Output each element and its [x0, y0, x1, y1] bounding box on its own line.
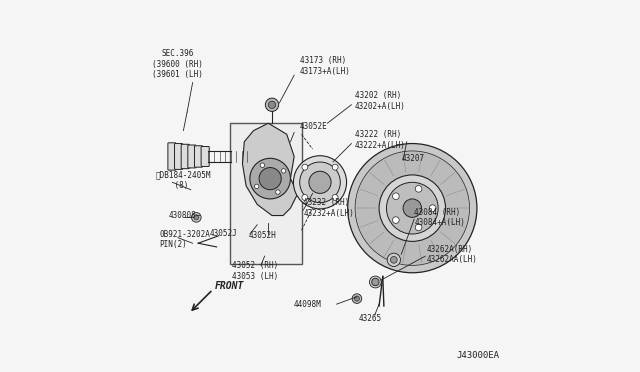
- Text: 43052J: 43052J: [209, 230, 237, 238]
- Circle shape: [379, 175, 445, 241]
- Circle shape: [191, 212, 201, 222]
- Circle shape: [302, 164, 308, 170]
- Circle shape: [415, 186, 422, 192]
- Circle shape: [332, 164, 338, 170]
- Circle shape: [309, 171, 331, 193]
- Circle shape: [276, 190, 280, 194]
- FancyBboxPatch shape: [240, 147, 245, 166]
- Circle shape: [348, 144, 477, 273]
- Circle shape: [352, 294, 362, 304]
- Circle shape: [194, 215, 199, 220]
- Text: FRONT: FRONT: [215, 281, 244, 291]
- FancyBboxPatch shape: [188, 145, 196, 168]
- Polygon shape: [243, 123, 298, 215]
- Circle shape: [429, 205, 436, 211]
- Circle shape: [369, 276, 381, 288]
- FancyBboxPatch shape: [201, 147, 209, 166]
- Circle shape: [260, 163, 264, 167]
- Text: 43052H: 43052H: [249, 231, 276, 240]
- Circle shape: [255, 184, 259, 189]
- Text: 430808—: 430808—: [168, 211, 201, 220]
- Text: 0B921-3202A
PIN(2): 0B921-3202A PIN(2): [159, 230, 211, 249]
- Text: 43052E: 43052E: [300, 122, 328, 131]
- Circle shape: [387, 182, 438, 234]
- Circle shape: [392, 217, 399, 224]
- FancyBboxPatch shape: [168, 143, 176, 170]
- Circle shape: [293, 156, 347, 209]
- Circle shape: [268, 101, 276, 109]
- Text: J43000EA: J43000EA: [456, 350, 499, 359]
- Circle shape: [392, 193, 399, 199]
- Circle shape: [259, 167, 281, 190]
- Circle shape: [403, 199, 422, 217]
- Circle shape: [282, 169, 286, 173]
- Text: 43207: 43207: [401, 154, 424, 163]
- Circle shape: [355, 296, 360, 301]
- Circle shape: [372, 278, 379, 286]
- Text: ⒷDB184-2405M
    (8): ⒷDB184-2405M (8): [156, 171, 211, 190]
- Text: 44098M: 44098M: [294, 300, 322, 309]
- Circle shape: [355, 151, 470, 265]
- FancyBboxPatch shape: [236, 149, 241, 164]
- Circle shape: [332, 195, 338, 201]
- Circle shape: [266, 98, 278, 112]
- FancyBboxPatch shape: [181, 144, 189, 169]
- Circle shape: [387, 253, 401, 266]
- Circle shape: [390, 257, 397, 263]
- Circle shape: [300, 162, 340, 203]
- Text: 43052 (RH)
43053 (LH): 43052 (RH) 43053 (LH): [232, 261, 278, 280]
- FancyBboxPatch shape: [175, 144, 182, 169]
- Text: 43202 (RH)
43202+A(LH): 43202 (RH) 43202+A(LH): [355, 92, 406, 111]
- Text: 43084 (RH)
43084+A(LH): 43084 (RH) 43084+A(LH): [414, 208, 465, 227]
- Text: 43262A(RH)
43262AA(LH): 43262A(RH) 43262AA(LH): [427, 245, 478, 264]
- Text: SEC.396
(39600 (RH)
(39601 (LH): SEC.396 (39600 (RH) (39601 (LH): [152, 49, 204, 79]
- Bar: [230, 123, 301, 263]
- FancyBboxPatch shape: [231, 151, 236, 162]
- Circle shape: [250, 158, 291, 199]
- Circle shape: [415, 224, 422, 231]
- Text: 43222 (RH)
43222+A(LH): 43222 (RH) 43222+A(LH): [355, 130, 406, 150]
- FancyBboxPatch shape: [195, 146, 203, 167]
- Text: 43232 (RH)
43232+A(LH): 43232 (RH) 43232+A(LH): [303, 198, 355, 218]
- Text: 43265: 43265: [358, 314, 381, 323]
- Circle shape: [302, 195, 308, 201]
- Text: 43173 (RH)
43173+A(LH): 43173 (RH) 43173+A(LH): [300, 56, 351, 76]
